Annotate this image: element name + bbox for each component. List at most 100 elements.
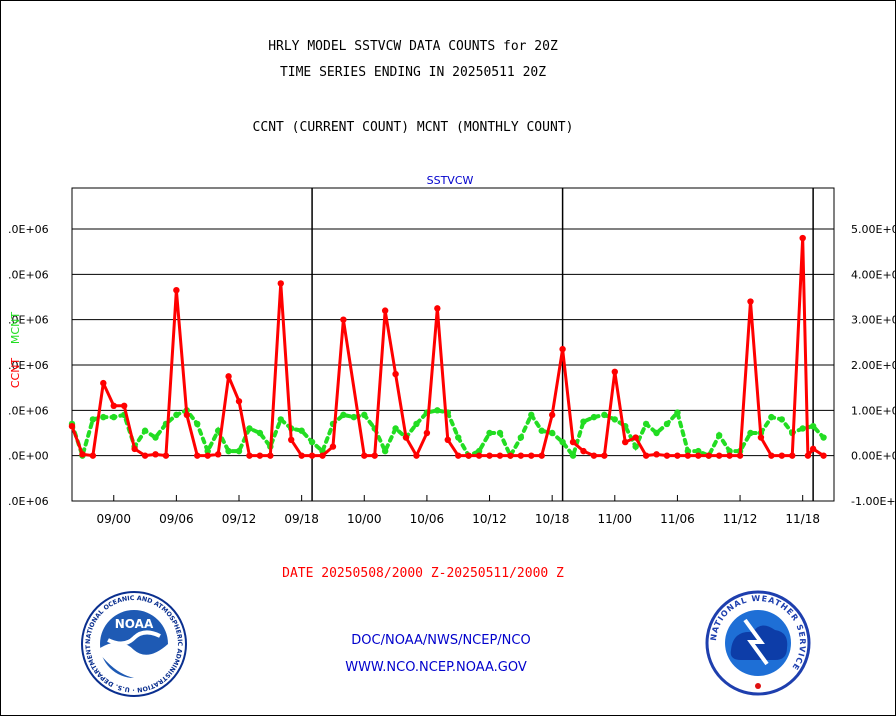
mcnt-point (89, 416, 97, 423)
ccnt-point (444, 436, 451, 443)
y-tick-label-right: 2.00E+0 (851, 359, 896, 372)
ccnt-point (173, 287, 180, 294)
y-tick-label-left: .0E+06 (8, 314, 49, 327)
ccnt-point (319, 452, 326, 459)
mcnt-point (674, 409, 681, 416)
ccnt-point (298, 452, 305, 459)
y-tick-label-right: -1.00E+0 (851, 495, 896, 508)
ccnt-point (152, 451, 159, 458)
ccnt-point (455, 452, 462, 459)
mcnt-point (256, 429, 264, 437)
noaa-logo-text: NOAA (115, 617, 154, 631)
mcnt-point (726, 447, 733, 455)
ccnt-point (736, 452, 744, 459)
mcnt-point (778, 416, 786, 423)
mcnt-point (695, 447, 702, 455)
x-tick-label: 09/18 (284, 512, 319, 526)
ccnt-point (820, 452, 827, 459)
ccnt-point (204, 452, 211, 459)
ccnt-point (381, 307, 389, 314)
mcnt-point (496, 429, 504, 437)
ccnt-point (768, 452, 775, 459)
ccnt-point (642, 452, 650, 459)
ccnt-point (653, 451, 660, 458)
ccnt-point (684, 452, 692, 459)
x-tick-label: 09/00 (96, 512, 131, 526)
mcnt-point (715, 432, 723, 439)
ccnt-point (465, 452, 472, 459)
mcnt-point (538, 427, 545, 434)
grid-layer (72, 188, 834, 501)
mcnt-point (308, 438, 316, 446)
mcnt-point (580, 418, 587, 425)
ccnt-point (747, 298, 754, 305)
mcnt-point (642, 420, 650, 428)
mcnt-point (528, 411, 535, 419)
ccnt-point (663, 452, 671, 459)
ccnt-point (267, 452, 274, 459)
mcnt-point (569, 452, 577, 459)
ccnt-point (674, 452, 681, 459)
x-tick-label: 11/18 (785, 512, 820, 526)
mcnt-point (413, 420, 420, 428)
mcnt-point (611, 416, 618, 423)
ccnt-point (559, 345, 566, 353)
date-range-label: DATE 20250508/2000 Z-20250511/2000 Z (282, 566, 564, 581)
ccnt-point (423, 429, 431, 437)
chart-title-line1: HRLY MODEL SSTVCW DATA COUNTS for 20Z (268, 39, 558, 54)
mcnt-point (277, 416, 284, 423)
x-tick-label: 11/00 (597, 512, 632, 526)
x-tick-label: 10/06 (410, 512, 445, 526)
mcnt-point (820, 434, 827, 441)
y-tick-label-right: 5.00E+0 (851, 223, 896, 236)
ccnt-point (799, 234, 806, 242)
plot-border (71, 187, 835, 502)
x-tick-label: 09/12 (222, 512, 257, 526)
mcnt-point (381, 447, 389, 455)
ccnt-point (601, 452, 608, 459)
ccnt-point (757, 434, 765, 441)
ccnt-point (214, 451, 222, 458)
mcnt-point (194, 420, 201, 428)
ccnt-point (68, 423, 76, 430)
x-tick-label: 10/18 (535, 512, 570, 526)
ccnt-point (392, 370, 399, 378)
mcnt-point (590, 413, 598, 421)
ccnt-point (308, 452, 316, 459)
mcnt-point (434, 407, 441, 414)
ccnt-point (361, 452, 368, 459)
ccnt-point (809, 445, 817, 453)
org-link[interactable]: DOC/NOAA/NWS/NCEP/NCO (351, 633, 531, 648)
ccnt-point (288, 436, 295, 443)
ccnt-point (340, 316, 347, 323)
axis-labels: .0E+06 5.00E+0 .0E+06 4.00E+0 .0E+06 3.00E+0.… (8, 223, 896, 526)
ccnt-point (517, 452, 525, 459)
ccnt-point (329, 443, 337, 450)
website-link[interactable]: WWW.NCO.NCEP.NOAA.GOV (345, 660, 527, 675)
ccnt-point (528, 452, 535, 459)
x-tick-label: 11/06 (660, 512, 695, 526)
mcnt-point (110, 413, 117, 421)
ccnt-point (162, 452, 170, 459)
ccnt-point (100, 379, 107, 387)
mcnt-point (350, 413, 358, 421)
axes-layer (71, 187, 835, 502)
mcnt-point (632, 443, 639, 450)
y-axis-label-mcnt: MCNT (9, 312, 22, 344)
ccnt-point (496, 452, 504, 459)
chart-series-title: SSTVCW (427, 174, 474, 187)
mcnt-point (392, 425, 399, 432)
ccnt-point (131, 445, 138, 453)
ccnt-point (538, 452, 545, 459)
ccnt-point (789, 452, 796, 459)
mcnt-point (601, 411, 608, 419)
ccnt-point (194, 452, 201, 459)
mcnt-point (235, 447, 243, 455)
ccnt-point (804, 452, 812, 459)
mcnt-point (559, 438, 566, 446)
ccnt-point (256, 452, 264, 459)
y-tick-label-left: .0E+06 (8, 359, 49, 372)
ccnt-point (371, 452, 378, 459)
chart-title-line2: TIME SERIES ENDING IN 20250511 20Z (279, 65, 547, 80)
mcnt-point (455, 434, 462, 441)
